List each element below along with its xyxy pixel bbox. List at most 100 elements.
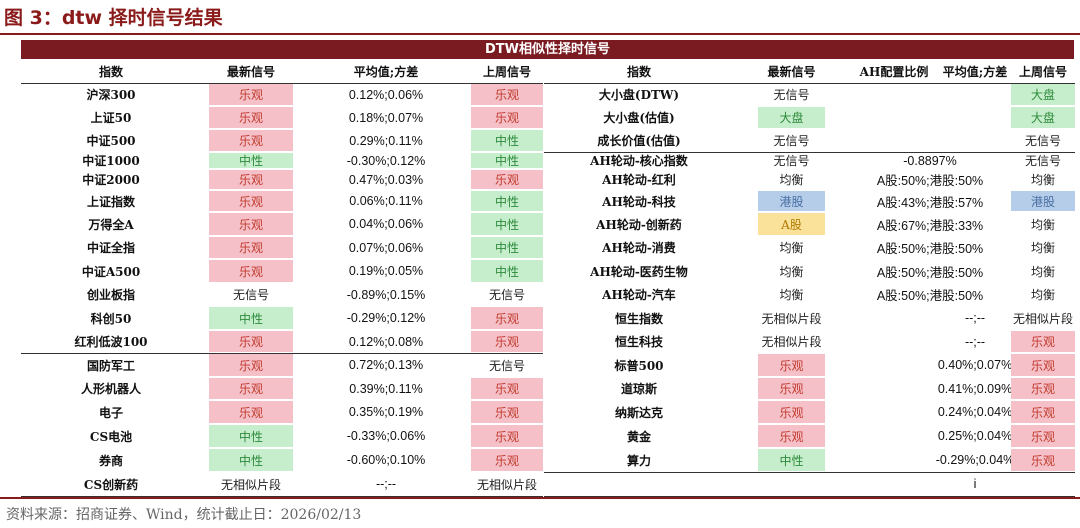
last-cell: 港股 xyxy=(1011,191,1075,211)
stat-cell: 0.47%;0.03% xyxy=(301,170,471,189)
signal-cell: 无相似片段 xyxy=(734,331,849,352)
signal-badge: 乐观 xyxy=(471,401,543,423)
signal-cell: 乐观 xyxy=(201,260,301,282)
index-name: 电子 xyxy=(21,401,201,423)
signal-badge: 乐观 xyxy=(1011,331,1075,352)
signal-cell: 乐观 xyxy=(201,130,301,151)
stat-cell-text: 0.12%;0.06% xyxy=(348,87,424,102)
ratio-cell-text: -0.8897% xyxy=(903,153,957,168)
signal-cell: 乐观 xyxy=(734,425,849,447)
signal-cell: 中性 xyxy=(201,307,301,329)
table-row: 万得全A 乐观 0.04%;0.06% 中性 xyxy=(21,213,543,235)
signal-badge: 中性 xyxy=(471,213,543,235)
signal-cell: 乐观 xyxy=(201,84,301,105)
index-name: 恒生科技 xyxy=(544,331,734,352)
signal-badge: 港股 xyxy=(1011,191,1075,211)
signal-badge: 乐观 xyxy=(209,84,293,105)
signal-cell: 无相似片段 xyxy=(201,473,301,495)
stat-cell: --;-- xyxy=(301,473,471,495)
ratio-cell xyxy=(849,425,939,447)
signal-cell: 乐观 xyxy=(201,378,301,399)
index-name-text: AH轮动-红利 xyxy=(602,173,676,187)
stat-cell-text: 0.24%;0.04% xyxy=(937,405,1013,419)
figure-title: 图 3：dtw 择时信号结果 xyxy=(4,7,223,29)
signal-badge: 乐观 xyxy=(471,84,543,105)
ratio-cell xyxy=(849,130,939,151)
bottom-rule xyxy=(0,497,1080,499)
signal-badge: 乐观 xyxy=(209,191,293,211)
stat-cell: 0.04%;0.06% xyxy=(301,213,471,235)
last-cell: 乐观 xyxy=(471,331,543,352)
signal-badge: 乐观 xyxy=(471,378,543,399)
ratio-cell-text: A股:50%;港股:50% xyxy=(876,174,984,188)
signal-cell: 乐观 xyxy=(201,213,301,235)
last-cell: 均衡 xyxy=(1011,260,1075,282)
index-name-text: 中证A500 xyxy=(81,264,141,279)
stat-cell: --;-- xyxy=(939,307,1011,329)
ratio-cell xyxy=(849,449,939,471)
index-name-text: CS电池 xyxy=(89,429,133,444)
header-divider xyxy=(544,83,1075,84)
header-divider xyxy=(21,83,543,84)
signal-cell: 均衡 xyxy=(734,170,849,189)
index-name xyxy=(544,473,734,495)
index-name-text: 电子 xyxy=(98,405,123,420)
table-row: 黄金 乐观 0.25%;0.04% 乐观 xyxy=(544,425,1075,447)
last-cell: 乐观 xyxy=(471,107,543,128)
index-name: AH轮动-核心指数 xyxy=(544,153,734,168)
signal-badge: 无信号 xyxy=(488,288,525,302)
signal-badge: 乐观 xyxy=(471,170,543,189)
ratio-cell xyxy=(849,473,939,495)
index-name-text: 中证全指 xyxy=(86,241,135,255)
signal-badge: 均衡 xyxy=(1030,217,1055,232)
index-name: 恒生指数 xyxy=(544,307,734,329)
signal-badge: 中性 xyxy=(209,425,293,447)
signal-badge: 大盘 xyxy=(1011,107,1075,128)
table-row: AH轮动-医药生物 均衡 A股:50%;港股:50% 均衡 xyxy=(544,260,1075,282)
stat-cell-text: 0.06%;0.11% xyxy=(349,194,423,208)
signal-badge: 港股 xyxy=(758,191,825,211)
signal-badge: 乐观 xyxy=(471,331,543,352)
last-cell: 乐观 xyxy=(471,425,543,447)
last-cell: 乐观 xyxy=(1011,401,1075,423)
column-header: 上周信号 xyxy=(1018,64,1067,79)
signal-badge: 乐观 xyxy=(209,130,293,151)
signal-badge: 均衡 xyxy=(779,173,804,187)
table-row: 算力 中性 -0.29%;0.04% 乐观 xyxy=(544,449,1075,471)
stat-cell-text: -0.29%;0.04% xyxy=(935,453,1015,467)
index-name-text: 上证指数 xyxy=(86,194,135,209)
stat-cell-text: --;-- xyxy=(964,311,986,325)
index-name: 沪深300 xyxy=(21,84,201,105)
stat-cell: 0.12%;0.06% xyxy=(301,84,471,105)
stat-cell-text: --;-- xyxy=(964,334,986,349)
signal-badge: 中性 xyxy=(471,260,543,282)
stat-cell-text: -0.33%;0.06% xyxy=(346,429,426,443)
signal-cell xyxy=(734,473,849,495)
last-cell: 大盘 xyxy=(1011,84,1075,105)
signal-badge: 乐观 xyxy=(471,107,543,128)
column-header: 平均值;方差 xyxy=(942,64,1008,79)
table-row: 恒生科技 无相似片段 --;-- 乐观 xyxy=(544,331,1075,352)
index-name: 算力 xyxy=(544,449,734,471)
signal-badge: 乐观 xyxy=(758,378,825,399)
last-cell: 乐观 xyxy=(1011,425,1075,447)
signal-badge: 无信号 xyxy=(1024,134,1061,148)
signal-cell: 无信号 xyxy=(201,284,301,305)
last-cell: 无信号 xyxy=(1011,153,1075,168)
index-name-text: 人形机器人 xyxy=(80,382,141,396)
last-cell: 中性 xyxy=(471,153,543,168)
last-cell: 乐观 xyxy=(471,378,543,399)
stat-cell-text: -0.30%;0.12% xyxy=(346,153,426,168)
stat-cell: 0.24%;0.04% xyxy=(937,401,1013,423)
column-header: 最新信号 xyxy=(767,64,816,79)
table-row: 国防军工 乐观 0.72%;0.13% 无信号 xyxy=(21,354,543,376)
last-cell: 乐观 xyxy=(471,170,543,189)
last-cell: 中性 xyxy=(471,130,543,151)
last-cell: 均衡 xyxy=(1011,284,1075,305)
ratio-cell: A股:50%;港股:50% xyxy=(849,284,1011,305)
signal-badge: 无相似片段 xyxy=(1012,311,1073,326)
signal-cell: 中性 xyxy=(734,449,849,471)
signal-badge: 乐观 xyxy=(209,260,293,282)
signal-badge: 无相似片段 xyxy=(761,311,822,326)
stat-cell-text: 0.25%;0.04% xyxy=(937,429,1013,443)
